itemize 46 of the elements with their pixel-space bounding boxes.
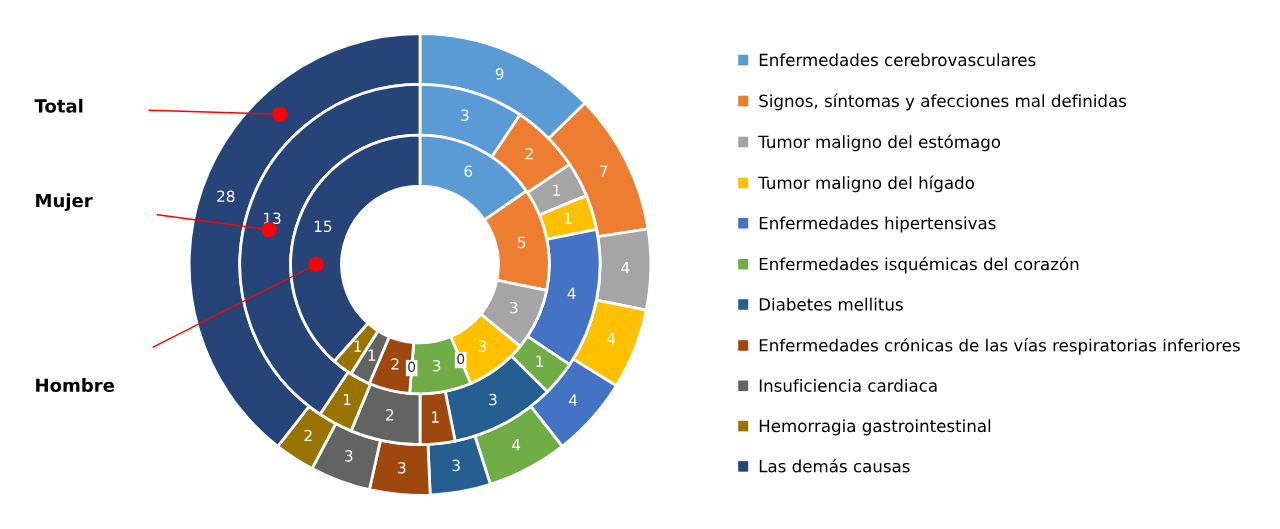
data-label: 9 [495,68,504,80]
data-label: 4 [621,262,630,274]
data-label: 2 [304,429,312,442]
data-label: 1 [553,184,560,196]
data-label: 1 [431,411,439,423]
legend-label: Signos, síntomas y afecciones mal definidas [759,93,1127,111]
data-label: 28 [217,190,235,202]
data-label: 4 [567,287,576,299]
data-label: 1 [354,340,362,352]
legend-label: Las demás causas [759,458,910,473]
data-label: 1 [536,355,543,367]
data-label: 4 [511,439,521,451]
data-label: 2 [525,148,533,160]
data-label: 2 [391,358,399,370]
text: 0 [408,361,416,373]
data-label: 2 [386,409,394,421]
legend-label: Hemorragia gastrointestinal [759,419,991,436]
legend-label: Enfermedades crónicas de las vías respiratorias inferiores [759,338,1240,355]
text: Total [34,98,83,113]
legend-label: Diabetes mellitus [759,297,903,311]
data-label: 4 [606,333,616,345]
data-label: 3 [461,109,469,121]
legend-label: Enfermedades hipertensivas [759,216,996,233]
data-label: 7 [600,165,608,177]
data-label: 3 [345,450,353,462]
text: Hombre [36,378,115,393]
legend-label: Enfermedades isquémicas del corazón [759,256,1079,274]
data-label: 3 [489,393,497,406]
data-label: 3 [510,301,518,314]
data-label: 5 [518,236,526,249]
data-label: 3 [452,459,460,472]
legend-label: Tumor maligno del hígado [758,175,974,193]
legend-label: Enfermedades cerebrovasculares [759,53,1036,67]
data-label: 1 [564,212,572,224]
text: Mujer [36,193,93,211]
data-label: 3 [432,359,441,372]
data-label: 3 [478,340,487,352]
data-label: 4 [568,394,578,406]
legend-label: Tumor maligno del estómago [758,134,1001,152]
data-label: 1 [368,349,376,361]
data-label: 6 [464,165,473,177]
data-label: 3 [398,462,406,474]
text: 0 [457,353,465,365]
data-label: 15 [314,220,332,233]
legend-label: Insuficiencia cardiaca [759,378,937,392]
data-label: 1 [343,393,351,406]
